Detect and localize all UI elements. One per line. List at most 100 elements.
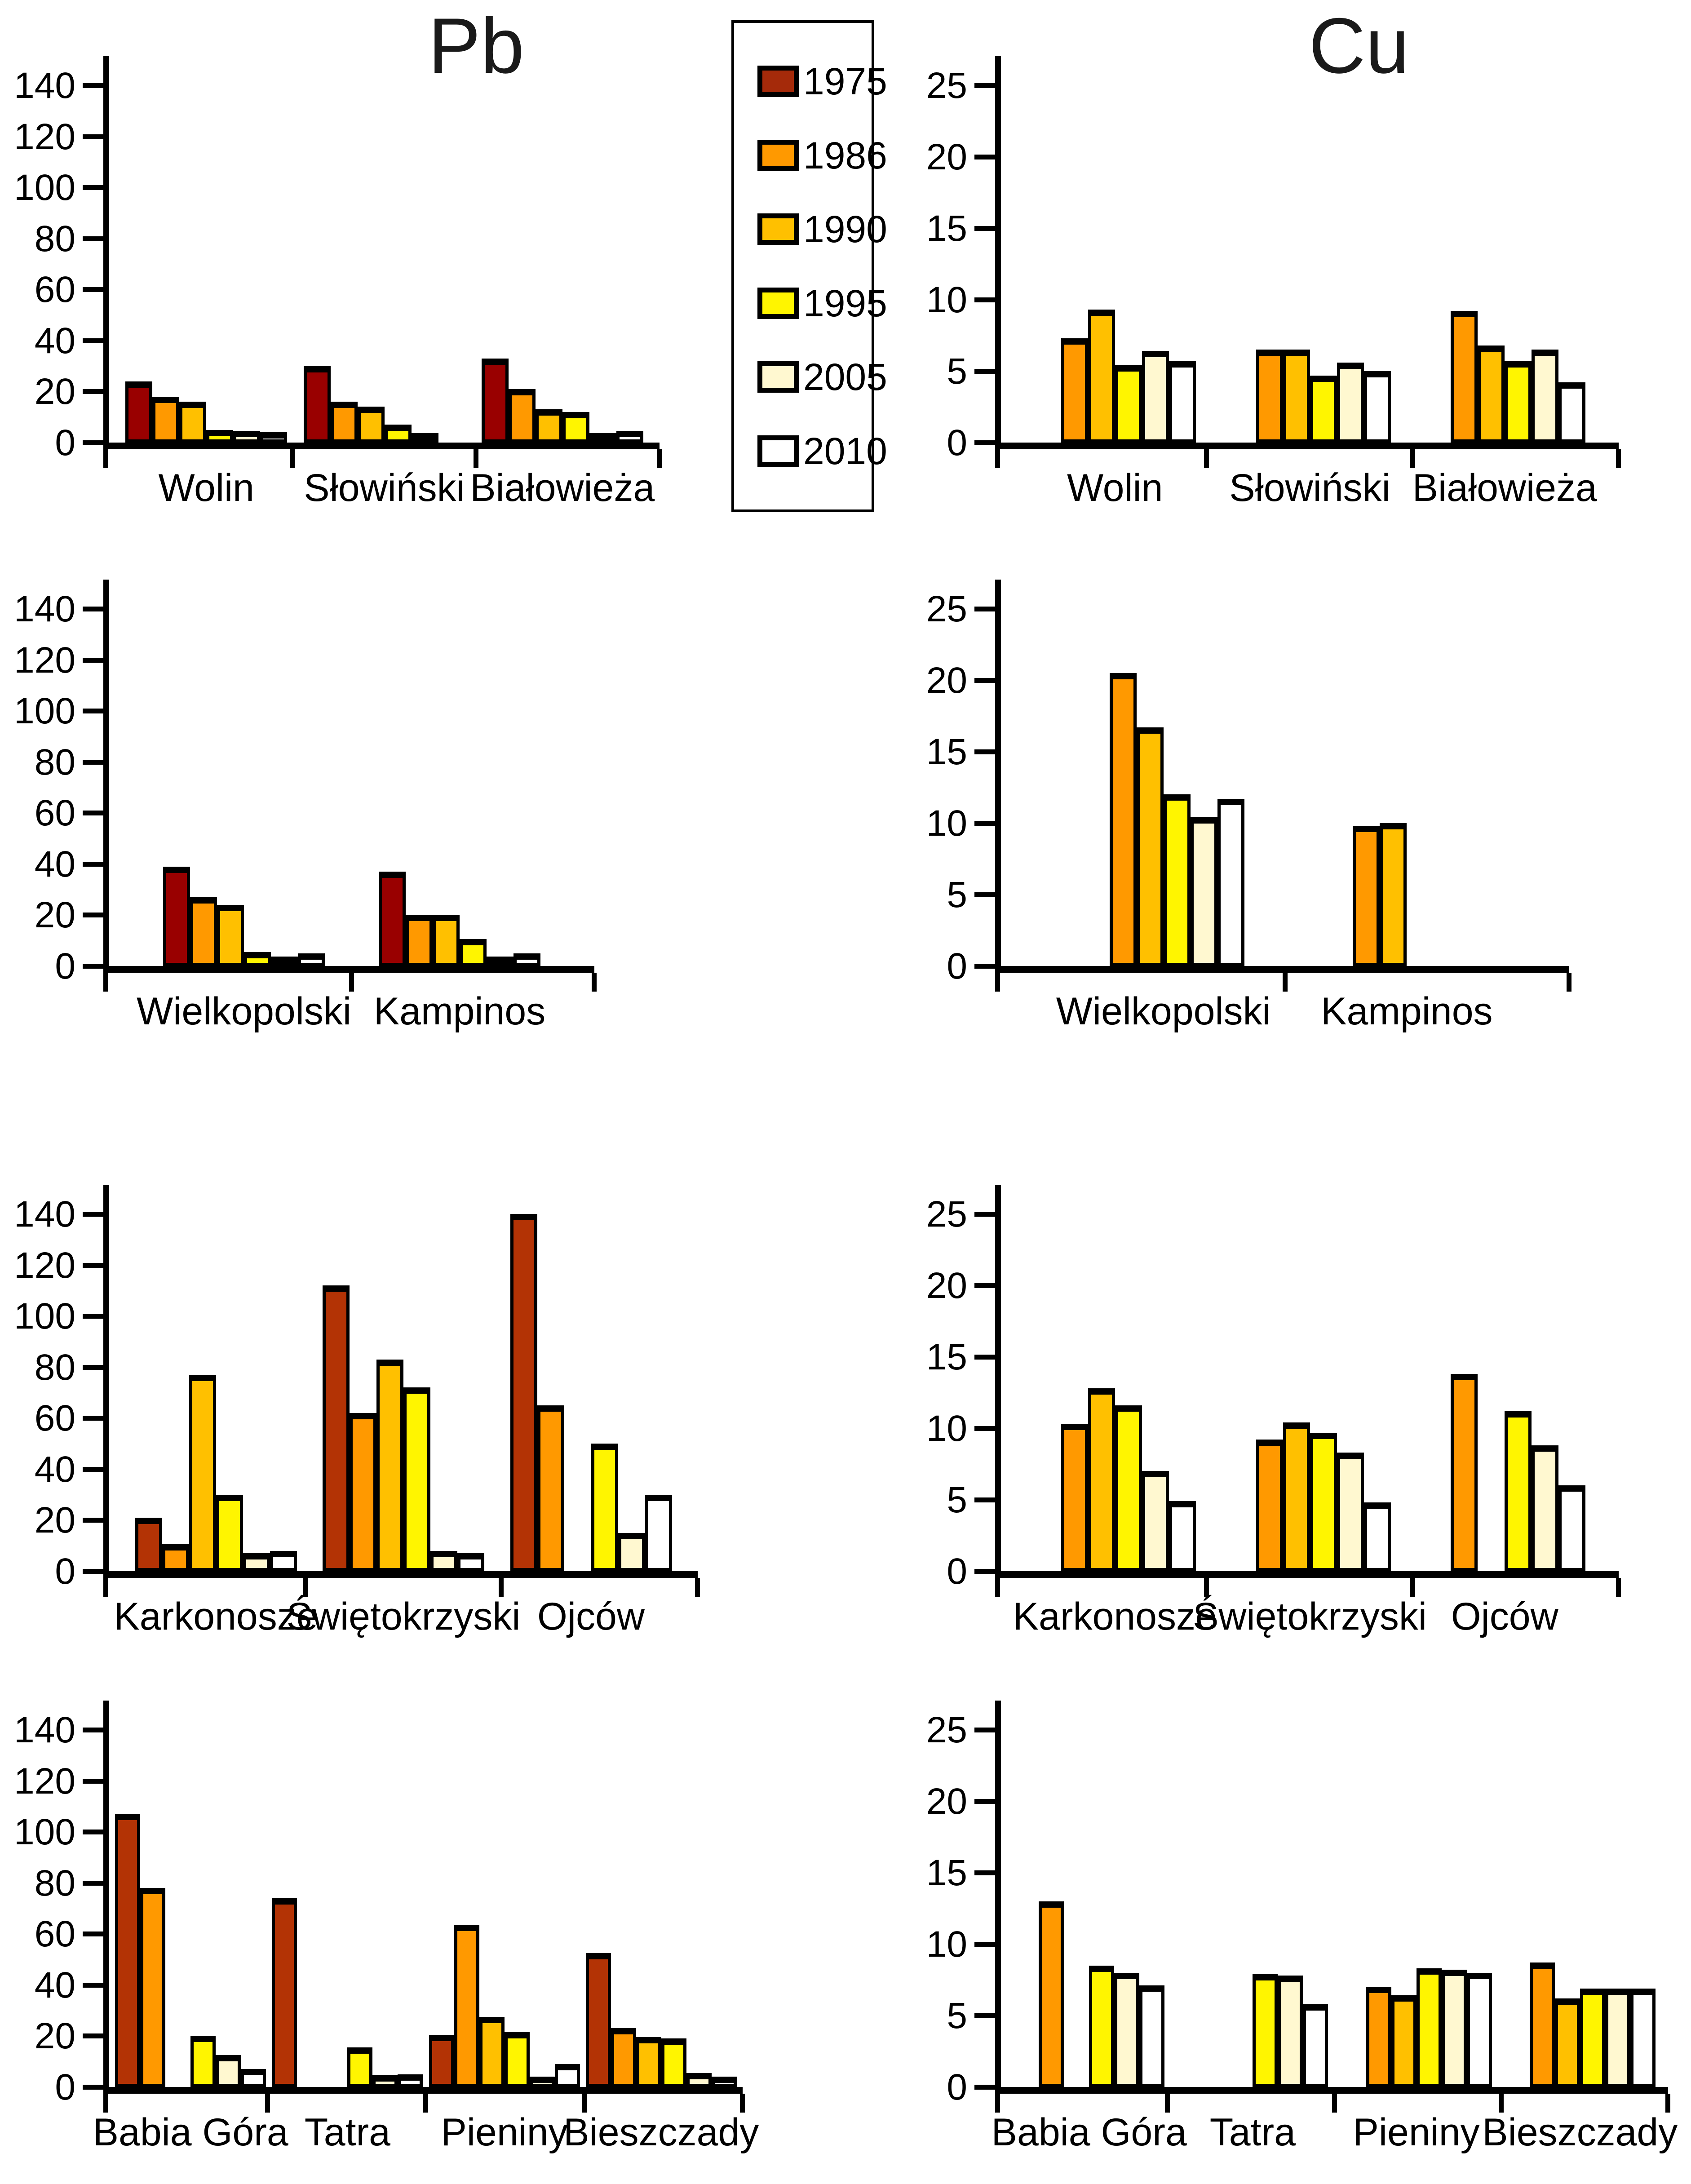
y-tick [83, 236, 103, 241]
bar-2005 [686, 2073, 712, 2087]
bar-2005 [1337, 363, 1364, 443]
bar-1975 [125, 381, 153, 443]
y-tick [83, 709, 103, 714]
y-tick-label: 40 [34, 1964, 75, 2006]
category-label: Bieszczady [563, 2111, 759, 2154]
legend-year-label: 1975 [803, 60, 887, 102]
bar-1975 [135, 1518, 162, 1571]
bar-1995 [1253, 1974, 1278, 2087]
bar-group--wi-tokrzyski: Świętokrzyski [287, 1214, 520, 1638]
y-tick-label: 20 [34, 371, 75, 412]
bar-2005 [1190, 817, 1217, 966]
bar-2010 [1466, 1973, 1492, 2087]
bar-2005 [1114, 1973, 1140, 2087]
bar-2010 [270, 1551, 297, 1571]
bar-1995 [591, 1444, 618, 1571]
y-tick-label: 25 [926, 589, 967, 629]
y-tick-label: 20 [926, 660, 967, 701]
y-tick [83, 1416, 103, 1421]
bar-2005 [1441, 1970, 1467, 2087]
y-tick-label: 140 [14, 1194, 75, 1235]
y-tick [83, 389, 103, 394]
y-tick-label: 20 [926, 137, 967, 177]
bar-1995 [1505, 361, 1532, 443]
y-tick [974, 1283, 995, 1288]
y-tick [974, 297, 995, 302]
y-tick [974, 821, 995, 826]
bar-1986 [611, 2028, 636, 2087]
category-label: Tatra [1209, 2111, 1296, 2154]
y-tick [83, 1518, 103, 1523]
y-tick [974, 369, 995, 374]
bar-group-bieszczady: Bieszczady [563, 1730, 759, 2154]
y-tick [974, 1355, 995, 1360]
pb-title: Pb [428, 2, 525, 90]
bar-1990 [376, 1360, 403, 1571]
bar-2005 [271, 957, 298, 966]
legend-item-1995: 1995 [757, 284, 887, 322]
legend-year-label: 1990 [803, 208, 887, 251]
bar-1990 [357, 407, 385, 443]
category-label: Ojców [1451, 1595, 1558, 1638]
y-tick [83, 1263, 103, 1268]
category-label: Wielkopolski [1056, 990, 1271, 1033]
bar-1995 [504, 2032, 530, 2087]
legend-swatch-1986 [757, 139, 799, 171]
bar-2005 [618, 1533, 645, 1571]
cu-chart-row3: 25 20 15 10 5 0 Karkonosze Świętokrzyski Ojców [926, 1185, 1621, 1638]
bar-group-s-owi-ski: Słowiński [303, 85, 465, 509]
y-tick [974, 1870, 995, 1875]
legend-item-1990: 1990 [757, 210, 887, 248]
bar-1986 [1353, 826, 1380, 966]
x-tick [995, 973, 1000, 992]
legend-year-label: 1986 [803, 134, 887, 177]
bar-1986 [508, 389, 536, 443]
y-tick [974, 1799, 995, 1804]
bar-1986 [1366, 1987, 1391, 2087]
y-tick-label: 120 [14, 116, 75, 157]
x-tick [1332, 2094, 1337, 2113]
y-tick-label: 100 [14, 691, 75, 732]
bar-1986 [330, 402, 358, 443]
x-tick [995, 449, 1000, 468]
bar-1975 [272, 1898, 297, 2087]
y-tick [974, 1942, 995, 1947]
y-tick-label: 60 [34, 1398, 75, 1439]
bars-area: Babia Góra Tatra Pieniny Bieszczady [93, 1730, 759, 2154]
bar-1975 [115, 1814, 141, 2087]
y-tick-label: 5 [947, 351, 967, 392]
y-tick [83, 1728, 103, 1732]
y-tick [83, 338, 103, 343]
bar-2010 [513, 953, 540, 966]
y-tick [83, 1830, 103, 1835]
bar-1986 [152, 397, 180, 443]
y-tick-label: 15 [926, 1852, 967, 1893]
bar-1986 [1451, 311, 1478, 443]
pb-chart-row2: 140 120 100 80 60 40 20 0 Wielkopolski Kampinos [14, 580, 597, 1033]
legend-item-1975: 1975 [757, 62, 887, 100]
bar-group-karkonosze: Karkonosze [114, 1214, 318, 1638]
bar-group--wi-tokrzyski: Świętokrzyski [1193, 1214, 1427, 1638]
bar-group-ojc-w: Ojców [1424, 1214, 1586, 1638]
y-tick-label: 20 [34, 895, 75, 936]
x-tick [349, 973, 354, 992]
y-tick-label: 20 [926, 1781, 967, 1822]
y-tick-label: 20 [34, 2016, 75, 2057]
bar-1995 [1416, 1968, 1442, 2087]
bar-1990 [179, 402, 207, 443]
category-label: Wielkopolski [137, 990, 351, 1033]
bar-1995 [1310, 1433, 1337, 1571]
bar-group-karkonosze: Karkonosze [1013, 1214, 1217, 1638]
bars-area: Babia Góra Tatra Pieniny Bieszczady [992, 1730, 1678, 2154]
cu-chart-row1: 25 20 15 10 5 0 Wolin Słowiński Białowieża [926, 56, 1621, 509]
category-label: Słowiński [1229, 466, 1390, 509]
x-tick [1410, 1578, 1415, 1597]
bar-2005 [216, 2055, 241, 2087]
x-tick [499, 1578, 504, 1597]
category-label: Wolin [1067, 466, 1163, 509]
y-tick-label: 5 [947, 1995, 967, 2036]
bar-group-bia-owie-a: Białowieża [1412, 85, 1597, 509]
category-label: Kampinos [1321, 990, 1493, 1033]
y-tick [83, 811, 103, 816]
y-tick-label: 40 [34, 1449, 75, 1490]
